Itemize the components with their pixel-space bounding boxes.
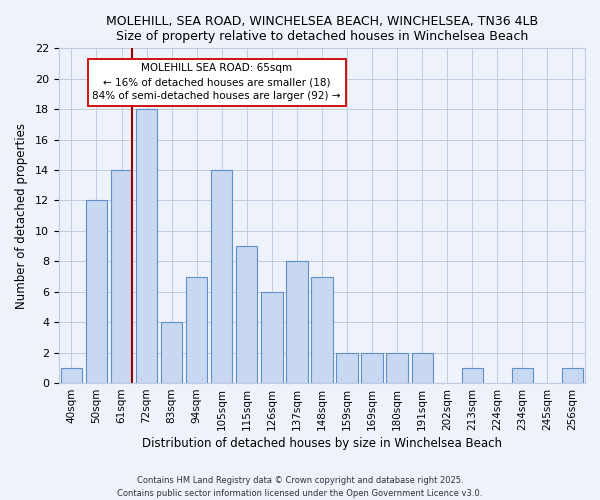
Bar [337, 352, 358, 383]
Bar [361, 352, 383, 383]
Y-axis label: Number of detached properties: Number of detached properties [15, 122, 28, 308]
Bar [562, 368, 583, 383]
Bar [386, 352, 408, 383]
Bar [86, 200, 107, 383]
Bar [461, 368, 483, 383]
Bar [111, 170, 132, 383]
Bar [61, 368, 82, 383]
Bar [512, 368, 533, 383]
Title: MOLEHILL, SEA ROAD, WINCHELSEA BEACH, WINCHELSEA, TN36 4LB
Size of property rela: MOLEHILL, SEA ROAD, WINCHELSEA BEACH, WI… [106, 15, 538, 43]
Bar [261, 292, 283, 383]
Text: MOLEHILL SEA ROAD: 65sqm
← 16% of detached houses are smaller (18)
84% of semi-d: MOLEHILL SEA ROAD: 65sqm ← 16% of detach… [92, 64, 341, 102]
Bar [311, 276, 332, 383]
Bar [161, 322, 182, 383]
Text: Contains HM Land Registry data © Crown copyright and database right 2025.
Contai: Contains HM Land Registry data © Crown c… [118, 476, 482, 498]
Bar [412, 352, 433, 383]
Bar [236, 246, 257, 383]
X-axis label: Distribution of detached houses by size in Winchelsea Beach: Distribution of detached houses by size … [142, 437, 502, 450]
Bar [186, 276, 208, 383]
Bar [286, 262, 308, 383]
Bar [136, 109, 157, 383]
Bar [211, 170, 232, 383]
